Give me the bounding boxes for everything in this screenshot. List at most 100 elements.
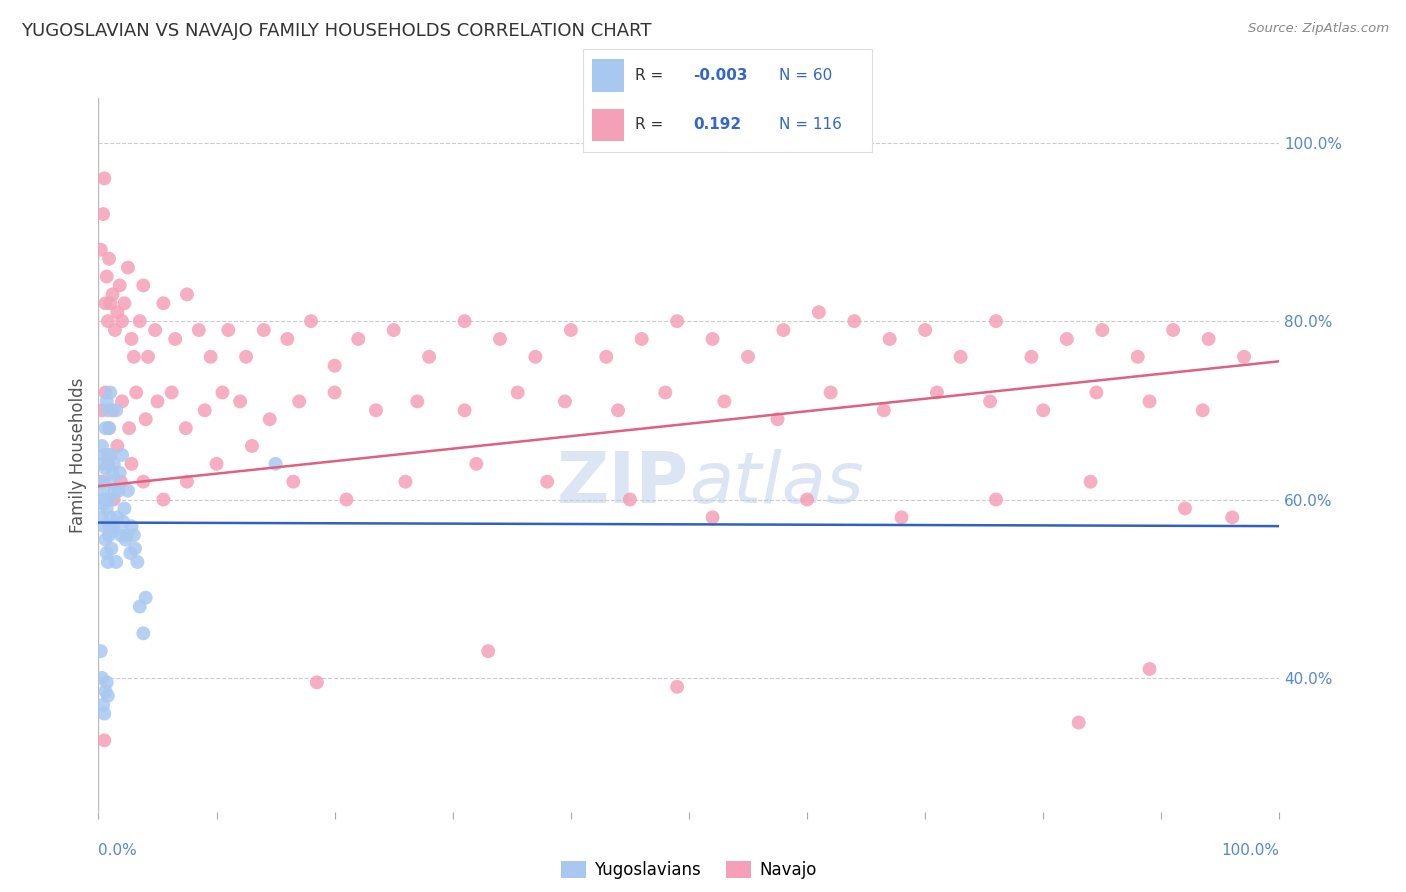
Point <box>194 403 217 417</box>
Point <box>108 278 131 293</box>
Point <box>111 394 134 409</box>
Point <box>766 412 789 426</box>
FancyBboxPatch shape <box>592 60 624 92</box>
Point <box>93 171 115 186</box>
Point <box>176 287 198 301</box>
Point <box>217 323 239 337</box>
Point <box>124 541 146 556</box>
Text: YUGOSLAVIAN VS NAVAJO FAMILY HOUSEHOLDS CORRELATION CHART: YUGOSLAVIAN VS NAVAJO FAMILY HOUSEHOLDS … <box>21 22 651 40</box>
Point <box>98 385 121 400</box>
Point <box>94 421 117 435</box>
Point <box>103 457 125 471</box>
Point <box>820 385 842 400</box>
Point <box>94 684 117 698</box>
Point <box>524 350 547 364</box>
Point <box>96 675 118 690</box>
Point <box>1091 323 1114 337</box>
Point <box>107 483 129 498</box>
Text: Source: ZipAtlas.com: Source: ZipAtlas.com <box>1249 22 1389 36</box>
Point <box>98 528 121 542</box>
Point <box>229 394 252 409</box>
Point <box>187 323 209 337</box>
Point <box>132 278 155 293</box>
Point <box>984 314 1007 328</box>
Point <box>127 555 149 569</box>
Point <box>264 457 287 471</box>
Point <box>112 296 135 310</box>
Point <box>100 541 122 556</box>
Point <box>114 533 136 547</box>
Point <box>90 243 112 257</box>
Point <box>205 457 228 471</box>
Point <box>654 385 676 400</box>
Text: ZIP: ZIP <box>557 449 689 518</box>
Point <box>122 528 145 542</box>
Point <box>132 626 155 640</box>
Point <box>713 394 735 409</box>
Point <box>96 546 118 560</box>
Point <box>666 680 689 694</box>
Point <box>288 394 311 409</box>
Point <box>152 492 174 507</box>
Point <box>122 350 145 364</box>
Point <box>1067 715 1090 730</box>
Point <box>103 524 125 538</box>
Point <box>807 305 830 319</box>
Point <box>117 483 139 498</box>
Point <box>879 332 901 346</box>
Point <box>1174 501 1197 516</box>
Point <box>91 671 114 685</box>
Point <box>94 296 117 310</box>
Point <box>118 421 141 435</box>
Point <box>143 323 166 337</box>
Point <box>554 394 576 409</box>
Point <box>98 492 121 507</box>
Point <box>299 314 322 328</box>
Point <box>94 461 117 475</box>
Point <box>90 644 112 658</box>
Point <box>235 350 257 364</box>
Text: -0.003: -0.003 <box>693 68 748 83</box>
Point <box>96 394 118 409</box>
Point <box>128 314 150 328</box>
Point <box>96 269 118 284</box>
Point <box>174 421 197 435</box>
Y-axis label: Family Households: Family Households <box>69 377 87 533</box>
Point <box>406 394 429 409</box>
Point <box>110 475 132 489</box>
Point <box>91 497 114 511</box>
Point <box>117 260 139 275</box>
Point <box>1198 332 1220 346</box>
Point <box>111 314 134 328</box>
Point <box>453 403 475 417</box>
Point <box>211 385 233 400</box>
Point <box>91 439 114 453</box>
Point <box>97 555 120 569</box>
Point <box>364 403 387 417</box>
Point <box>1021 350 1043 364</box>
Point <box>100 475 122 489</box>
Point <box>98 421 121 435</box>
Point <box>1191 403 1213 417</box>
Point <box>110 528 132 542</box>
Point <box>112 515 135 529</box>
Text: 100.0%: 100.0% <box>1222 843 1279 858</box>
Point <box>702 332 724 346</box>
Point <box>323 385 346 400</box>
Point <box>90 475 112 489</box>
Point <box>276 332 298 346</box>
Legend: Yugoslavians, Navajo: Yugoslavians, Navajo <box>554 854 824 886</box>
Point <box>253 323 276 337</box>
Point <box>91 207 114 221</box>
Point <box>382 323 405 337</box>
Point <box>93 519 115 533</box>
Text: 0.0%: 0.0% <box>98 843 138 858</box>
Point <box>91 698 114 712</box>
Point <box>96 501 118 516</box>
Point <box>120 546 142 560</box>
Point <box>98 510 121 524</box>
Point <box>1126 350 1149 364</box>
Point <box>1139 394 1161 409</box>
Point <box>91 510 114 524</box>
Point <box>489 332 512 346</box>
